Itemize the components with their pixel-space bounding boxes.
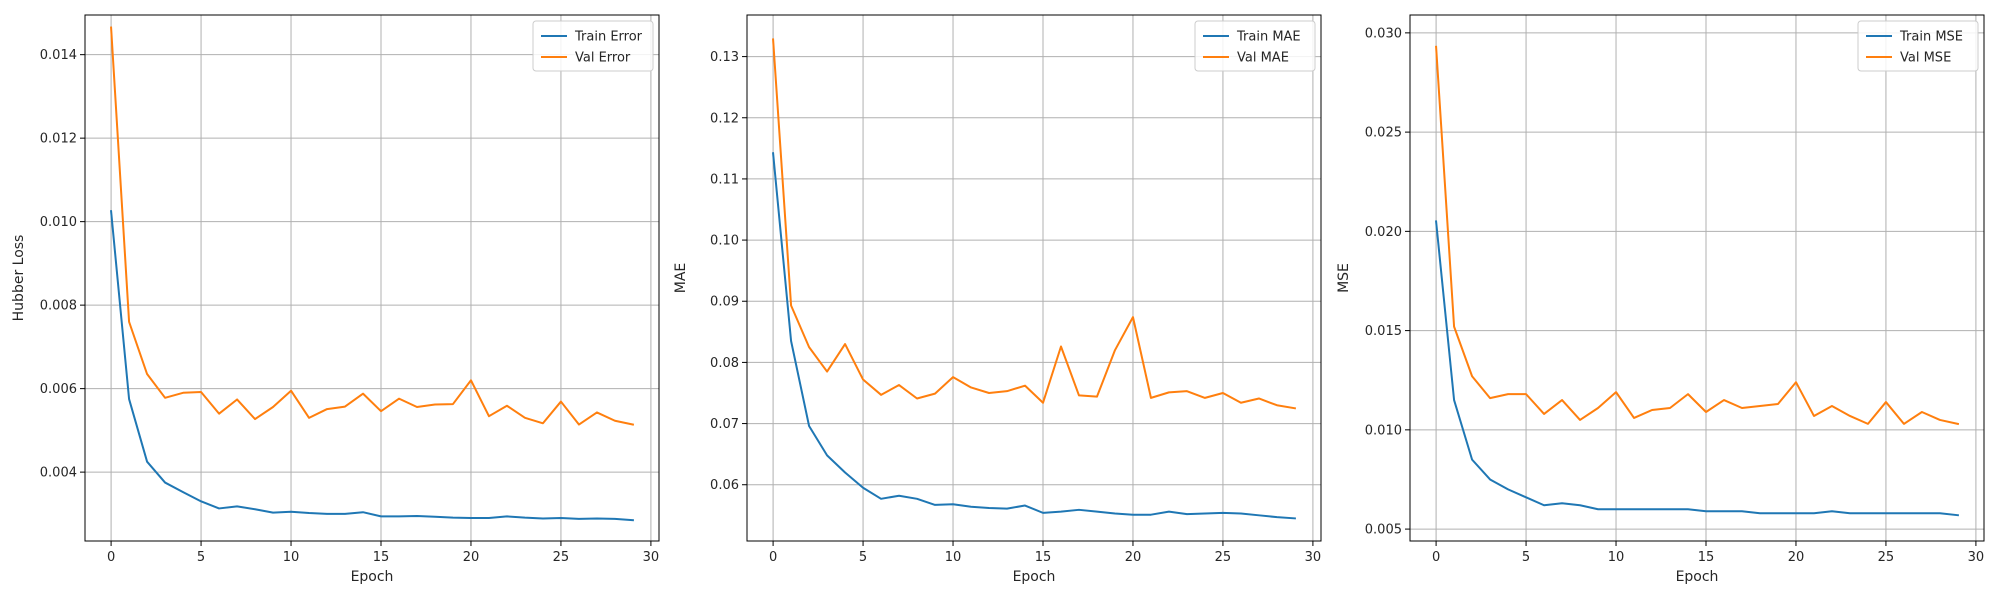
- legend: Train Error Val Error: [532, 20, 654, 72]
- x-tick-label: 25: [553, 550, 570, 565]
- y-tick-label: 0.09: [710, 295, 739, 310]
- x-tick-label: 10: [945, 550, 962, 565]
- series-line-val-mse: [1435, 45, 1960, 426]
- plot-frame: [84, 14, 660, 542]
- series-line-train-mse: [1434, 220, 1960, 517]
- legend-label: Val Error: [575, 51, 631, 66]
- legend-label: Train MAE: [1236, 30, 1301, 45]
- y-axis-label: MSE: [1336, 263, 1352, 293]
- legend-box: [1194, 20, 1316, 72]
- y-tick-label: 0.006: [40, 382, 77, 397]
- x-tick-label: 0: [1432, 550, 1440, 565]
- x-tick-label: 15: [1698, 550, 1715, 565]
- legend-label: Val MSE: [1900, 51, 1951, 66]
- x-tick-label: 20: [1788, 550, 1805, 565]
- y-axis-label: MAE: [673, 263, 689, 294]
- legend: Train MSE Val MSE: [1857, 20, 1979, 72]
- legend: Train MAE Val MAE: [1194, 20, 1316, 72]
- x-tick-label: 30: [643, 550, 660, 565]
- y-tick-label: 0.004: [40, 466, 77, 481]
- x-tick-label: 25: [1878, 550, 1895, 565]
- x-tick-label: 0: [107, 550, 115, 565]
- x-tick-label: 10: [1608, 550, 1625, 565]
- y-tick-label: 0.13: [710, 50, 739, 65]
- y-tick-label: 0.030: [1365, 26, 1402, 41]
- y-axis-label: Hubber Loss: [11, 235, 27, 322]
- x-tick-label: 15: [1035, 550, 1052, 565]
- y-tick-label: 0.10: [710, 234, 739, 249]
- x-tick-label: 5: [1522, 550, 1530, 565]
- y-tick-label: 0.11: [710, 172, 739, 187]
- x-axis-label: Epoch: [351, 569, 394, 585]
- legend-box: [532, 20, 654, 72]
- chart-panel-3: 0 5 10 15 20 25 30 0.005 0.010 0.015 0.020 0.025 0.0…: [1336, 14, 1985, 585]
- x-tick-label: 25: [1215, 550, 1232, 565]
- x-tick-label: 30: [1968, 550, 1985, 565]
- plot-frame: [1409, 14, 1985, 542]
- y-tick-label: 0.06: [710, 478, 739, 493]
- y-tick-label: 0.07: [710, 417, 739, 432]
- y-tick-label: 0.005: [1365, 523, 1402, 538]
- series-line-train-error: [109, 210, 634, 522]
- x-axis-label: Epoch: [1676, 569, 1719, 585]
- chart-panel-1: 0 5 10 15 20 25 30 0.004 0.006 0.008 0.010 0.012 0.0…: [11, 14, 660, 585]
- x-tick-label: 15: [373, 550, 390, 565]
- y-tick-label: 0.008: [40, 299, 77, 314]
- y-tick-label: 0.015: [1365, 324, 1402, 339]
- y-tick-label: 0.12: [710, 111, 739, 126]
- series-line-val-mae: [772, 38, 1297, 410]
- legend-box: [1857, 20, 1979, 72]
- plot-frame: [746, 14, 1322, 542]
- x-tick-label: 20: [463, 550, 480, 565]
- x-tick-label: 10: [283, 550, 300, 565]
- legend-label: Train Error: [574, 30, 643, 45]
- x-tick-label: 20: [1125, 550, 1142, 565]
- y-tick-label: 0.020: [1365, 225, 1402, 240]
- y-tick-label: 0.010: [40, 215, 77, 230]
- x-tick-label: 5: [859, 550, 867, 565]
- y-tick-label: 0.08: [710, 356, 739, 371]
- x-tick-label: 30: [1305, 550, 1322, 565]
- y-tick-label: 0.025: [1365, 126, 1402, 141]
- x-tick-label: 0: [769, 550, 777, 565]
- y-tick-label: 0.012: [40, 132, 77, 147]
- legend-label: Train MSE: [1899, 30, 1963, 45]
- series-line-val-error: [110, 26, 635, 426]
- legend-label: Val MAE: [1237, 51, 1289, 66]
- x-axis-label: Epoch: [1013, 569, 1056, 585]
- y-tick-label: 0.010: [1365, 423, 1402, 438]
- chart-panel-2: 0 5 10 15 20 25 30 0.06 0.07 0.08 0.09 0.10 0.11 0.12…: [673, 14, 1322, 585]
- y-tick-label: 0.014: [40, 48, 77, 63]
- x-tick-label: 5: [197, 550, 205, 565]
- series-line-train-mae: [771, 152, 1296, 520]
